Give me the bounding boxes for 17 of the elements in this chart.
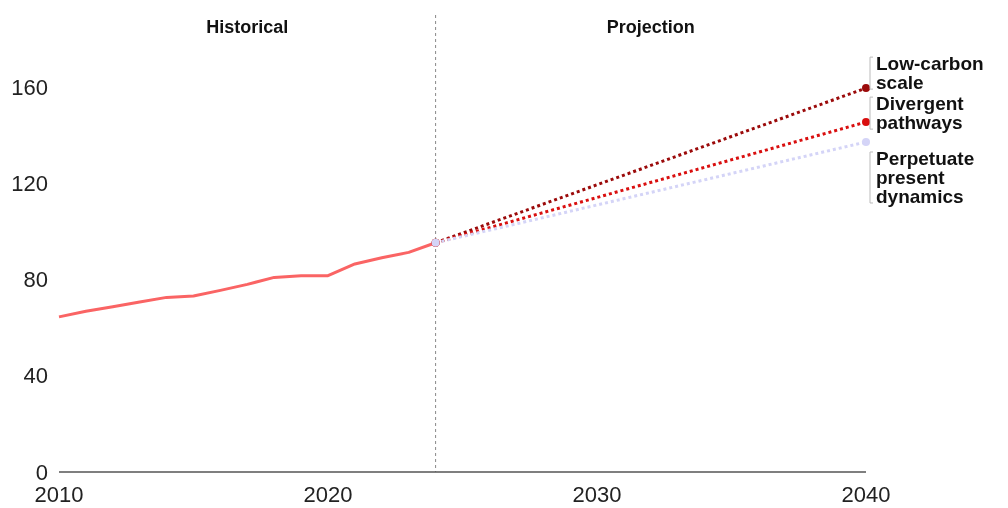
y-tick-label: 80 <box>23 267 48 293</box>
point <box>862 84 870 93</box>
y-tick-label: 40 <box>23 363 48 389</box>
point <box>862 138 870 146</box>
series-label: Low-carbon scale <box>876 53 984 94</box>
annotation: Projection <box>606 17 695 37</box>
x-tick-label: 2040 <box>841 482 891 507</box>
y-tick-label: 120 <box>11 170 48 196</box>
x-tick-label: 2030 <box>572 482 622 507</box>
annotation: Historical <box>206 17 289 37</box>
x-tick-label: 2010 <box>34 482 84 507</box>
point <box>862 118 870 127</box>
y-tick-label: 160 <box>11 74 48 100</box>
series-label: Perpetuate present dynamics <box>876 148 975 207</box>
series-label: Divergent pathways <box>876 93 965 134</box>
x-tick-label: 2020 <box>303 482 353 507</box>
y-tick-label: 0 <box>35 459 48 485</box>
